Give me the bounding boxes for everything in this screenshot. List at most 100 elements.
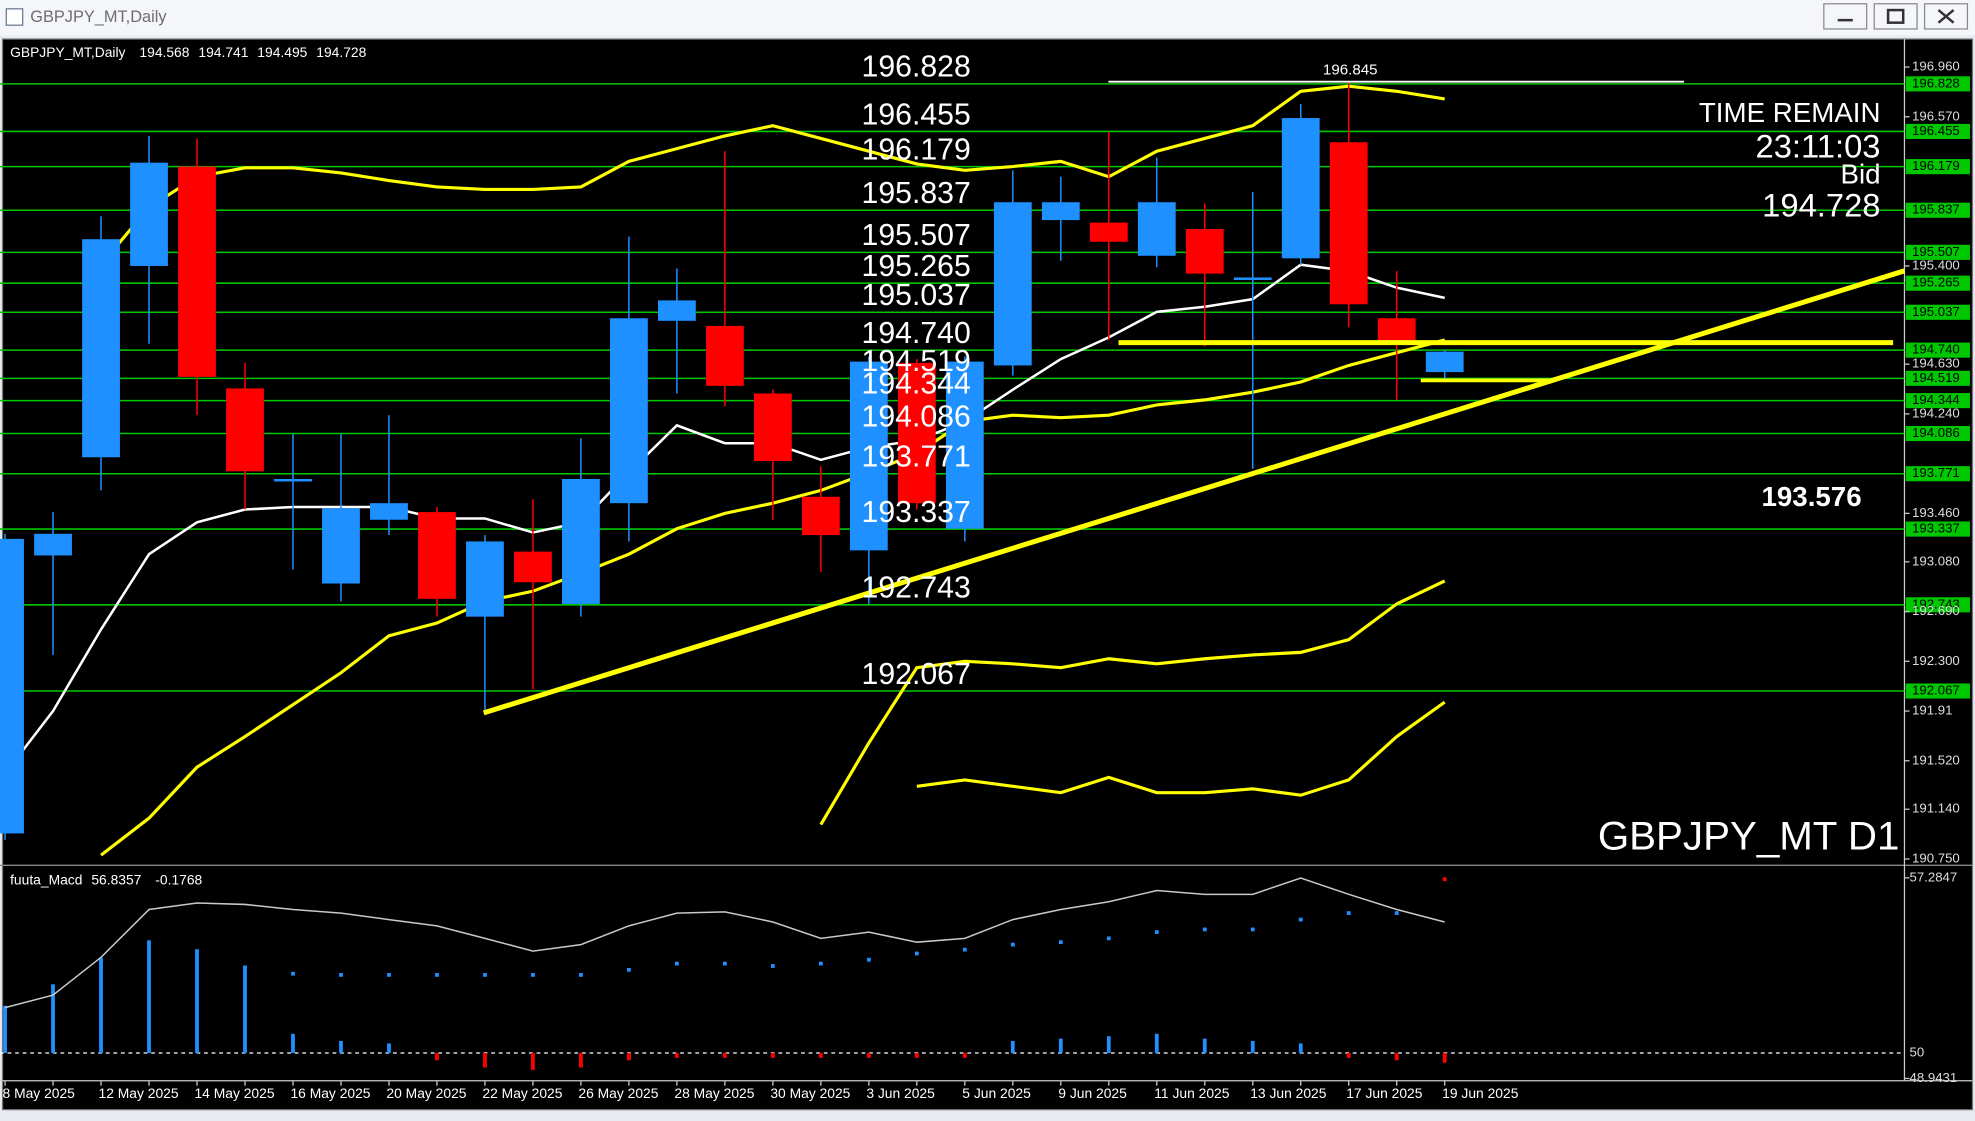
candle-body <box>1425 351 1464 373</box>
candle-body <box>801 496 840 536</box>
window-buttons <box>1823 3 1969 30</box>
macd-dot <box>1058 940 1063 945</box>
minimize-button[interactable] <box>1823 3 1868 30</box>
macd-bar <box>1154 1033 1159 1054</box>
level-badge-label: 196.828 <box>1912 75 1960 90</box>
macd-bar <box>1394 1053 1399 1061</box>
x-tick-label: 13 Jun 2025 <box>1250 1085 1327 1101</box>
level-badge-label: 192.067 <box>1912 683 1960 698</box>
x-tick-label: 28 May 2025 <box>674 1085 754 1101</box>
level-badge <box>1905 76 1970 92</box>
macd-panel <box>0 877 1905 1070</box>
level-badge-label: 195.037 <box>1912 304 1960 319</box>
macd-dot <box>675 961 679 966</box>
macd-bar <box>962 1053 967 1058</box>
macd-dot <box>962 947 967 952</box>
header-symbol: GBPJPY_MT,Daily <box>10 44 125 60</box>
macd-tick-label: 57.2847 <box>1909 869 1957 884</box>
level-label: 194.740 <box>862 317 971 350</box>
overlay-line <box>819 579 1446 826</box>
macd-bar <box>51 985 55 1054</box>
chart-area <box>1 38 1974 1111</box>
y-tick-label: 196.570 <box>1912 108 1960 123</box>
macd-dot <box>1298 917 1303 922</box>
macd-bar <box>675 1053 679 1058</box>
x-tick-label: 17 Jun 2025 <box>1346 1085 1423 1101</box>
level-label: 194.519 <box>862 345 971 378</box>
title-bar <box>0 0 1975 36</box>
candle-body <box>34 533 72 556</box>
level-label: 195.037 <box>862 279 971 312</box>
candle-body <box>753 393 792 462</box>
level-badge <box>1905 275 1970 291</box>
level-badge <box>1905 425 1970 442</box>
level-badge <box>1905 244 1970 260</box>
macd-dot <box>914 951 919 956</box>
macd-bar <box>3 1007 7 1054</box>
window-icon <box>5 8 24 26</box>
macd-bar <box>195 952 199 1054</box>
y-tick-label: 195.400 <box>1912 257 1960 272</box>
header-high: 194.741 <box>198 44 248 60</box>
macd-dot <box>435 973 439 977</box>
macd-bar <box>1106 1036 1111 1054</box>
macd-dot <box>3 1005 7 1010</box>
candles <box>0 81 1464 840</box>
level-badge <box>1905 466 1970 482</box>
candle-body <box>418 512 456 599</box>
macd-bar <box>339 1041 343 1054</box>
level-badge-label: 192.743 <box>1912 596 1960 611</box>
macd-dot <box>339 973 343 977</box>
macd-dot <box>387 973 391 977</box>
macd-dot <box>147 940 151 945</box>
level-badge-label: 194.519 <box>1912 370 1960 385</box>
candle-body <box>993 202 1032 366</box>
x-tick-label: 9 Jun 2025 <box>1058 1085 1127 1101</box>
macd-bar <box>531 1053 535 1070</box>
bid-price: 194.728 <box>1762 186 1880 223</box>
level-label: 192.067 <box>862 658 971 691</box>
y-tick-label: 190.750 <box>1912 850 1960 865</box>
level-badge-label: 194.740 <box>1912 342 1960 357</box>
macd-dot <box>1154 930 1159 934</box>
y-tick-label: 193.080 <box>1912 553 1960 568</box>
x-tick-label: 19 Jun 2025 <box>1442 1085 1519 1101</box>
candle-body <box>1233 277 1272 281</box>
macd-bar <box>1346 1053 1351 1058</box>
macd-bar <box>914 1053 919 1058</box>
header-open: 194.568 <box>139 44 189 60</box>
level-badge-label: 195.837 <box>1912 202 1960 217</box>
level-badge <box>1905 393 1970 409</box>
candle-body <box>1281 118 1320 259</box>
candle-body <box>1329 142 1368 305</box>
macd-bar <box>1298 1043 1303 1054</box>
restore-button[interactable] <box>1873 3 1918 30</box>
candle-body <box>658 300 696 321</box>
level-label: 192.743 <box>862 572 971 605</box>
macd-bar <box>99 959 103 1054</box>
x-tick-label: 22 May 2025 <box>482 1085 562 1101</box>
macd-dot <box>1394 911 1399 915</box>
x-tick-label: 8 May 2025 <box>3 1085 76 1101</box>
macd-dot <box>99 957 103 962</box>
candle-body <box>466 541 504 617</box>
level-label: 196.179 <box>862 134 971 167</box>
level-label: 196.455 <box>862 98 971 131</box>
macd-bar <box>1058 1038 1063 1054</box>
level-label: 193.337 <box>862 496 971 529</box>
macd-bar <box>1442 1053 1447 1063</box>
candle-body <box>897 362 936 504</box>
macd-bar <box>1250 1041 1255 1054</box>
candle-body <box>562 478 600 604</box>
macd-dot <box>722 961 727 966</box>
y-tick-label: 192.690 <box>1912 603 1960 618</box>
macd-bar <box>147 942 151 1054</box>
candle-body <box>849 361 888 551</box>
x-tick-label: 16 May 2025 <box>290 1085 370 1101</box>
close-icon <box>1937 9 1955 24</box>
candle-body <box>945 361 984 529</box>
level-badge <box>1905 123 1970 139</box>
level-badge-label: 194.344 <box>1912 392 1960 407</box>
macd-dot <box>866 957 871 962</box>
